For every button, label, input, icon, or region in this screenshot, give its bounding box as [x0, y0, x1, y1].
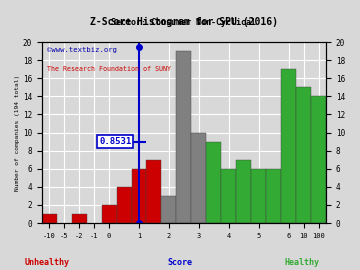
- Bar: [102, 205, 117, 223]
- Text: The Research Foundation of SUNY: The Research Foundation of SUNY: [48, 66, 171, 72]
- Text: Unhealthy: Unhealthy: [24, 258, 69, 266]
- Bar: [221, 169, 236, 223]
- Text: ©www.textbiz.org: ©www.textbiz.org: [48, 48, 117, 53]
- Bar: [42, 214, 57, 223]
- Text: Score: Score: [167, 258, 193, 266]
- Bar: [117, 187, 131, 223]
- Text: 0.8531: 0.8531: [99, 137, 131, 146]
- Bar: [311, 96, 326, 223]
- Bar: [266, 169, 281, 223]
- Title: Z-Score Histogram for SPU (2016): Z-Score Histogram for SPU (2016): [90, 17, 278, 27]
- Text: Healthy: Healthy: [285, 258, 320, 266]
- Bar: [72, 214, 87, 223]
- Bar: [281, 69, 296, 223]
- Bar: [192, 133, 206, 223]
- Bar: [131, 169, 147, 223]
- Bar: [206, 141, 221, 223]
- Bar: [176, 51, 192, 223]
- Bar: [296, 87, 311, 223]
- Text: Sector: Consumer Non-Cyclical: Sector: Consumer Non-Cyclical: [111, 18, 256, 28]
- Bar: [161, 196, 176, 223]
- Bar: [251, 169, 266, 223]
- Y-axis label: Number of companies (194 total): Number of companies (194 total): [15, 75, 20, 191]
- Bar: [236, 160, 251, 223]
- Bar: [147, 160, 161, 223]
